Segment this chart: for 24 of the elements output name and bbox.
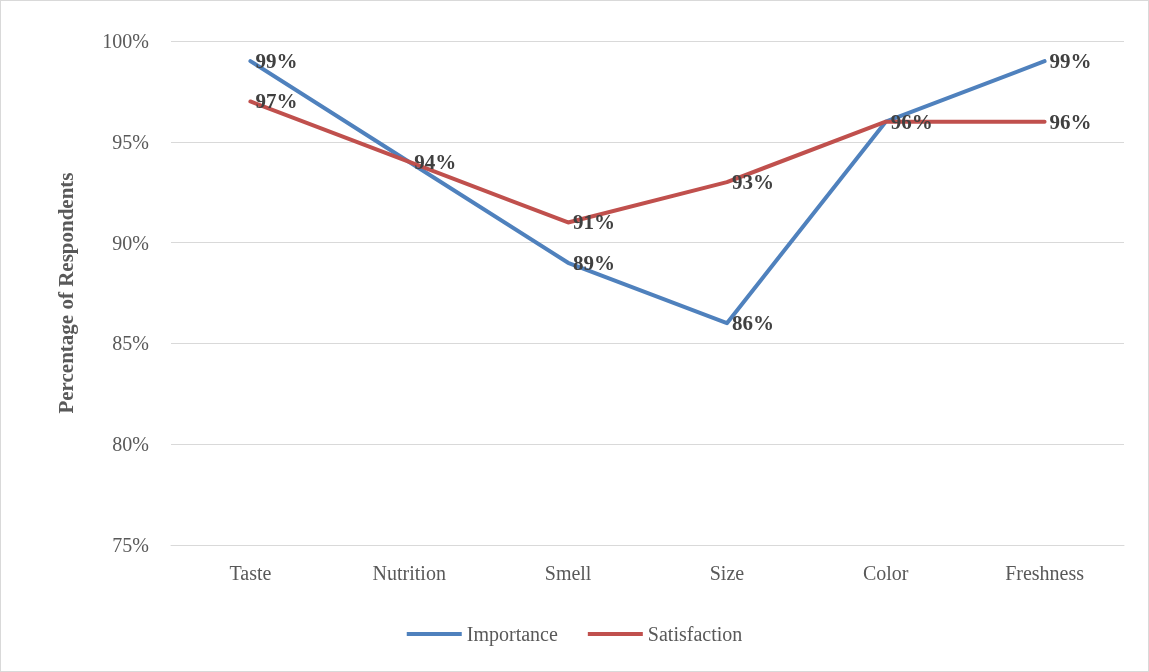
y-tick-label: 80% bbox=[112, 433, 149, 456]
data-label: 93% bbox=[731, 170, 774, 195]
legend-label: Importance bbox=[466, 623, 558, 646]
x-tick-label: Color bbox=[862, 562, 909, 584]
data-label: 99% bbox=[255, 49, 298, 74]
legend-label: Satisfaction bbox=[647, 623, 743, 645]
data-label: 99% bbox=[1049, 49, 1092, 74]
y-tick-label: 100% bbox=[102, 30, 149, 52]
x-tick-label: Taste bbox=[229, 562, 272, 584]
y-axis-title: Percentage of Respondents bbox=[53, 172, 78, 414]
y-tick-label: 90% bbox=[112, 231, 149, 254]
data-label: 94% bbox=[414, 149, 457, 174]
data-label: 89% bbox=[573, 250, 616, 275]
data-label: 86% bbox=[731, 311, 774, 336]
data-label: 96% bbox=[1049, 109, 1092, 134]
data-label: 91% bbox=[573, 210, 616, 235]
x-tick-label: Nutrition bbox=[372, 562, 446, 584]
data-label: 97% bbox=[255, 89, 298, 114]
x-tick-label: Freshness bbox=[1005, 562, 1085, 584]
x-tick-label: Size bbox=[709, 562, 745, 584]
y-tick-label: 75% bbox=[112, 534, 149, 556]
y-tick-label: 85% bbox=[112, 332, 149, 355]
y-tick-label: 95% bbox=[112, 130, 149, 153]
x-tick-label: Smell bbox=[544, 562, 592, 584]
